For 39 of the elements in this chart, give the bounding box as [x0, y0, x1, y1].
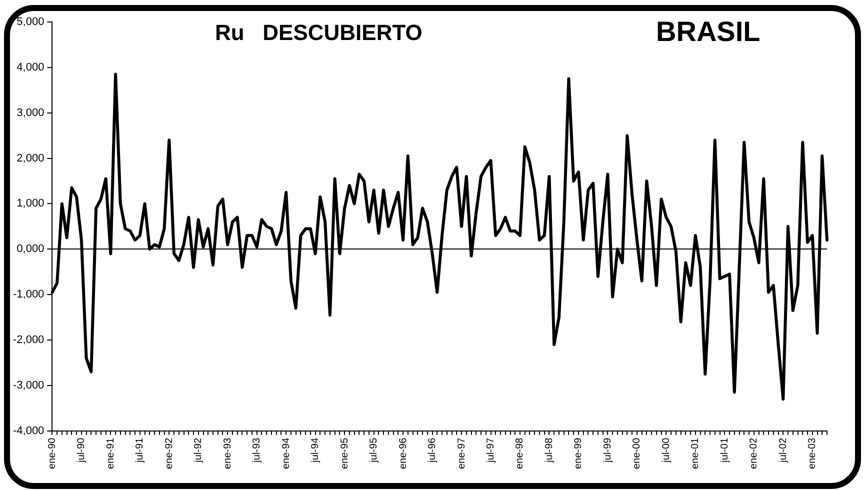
x-tick-label: ene-03 [807, 437, 818, 470]
y-tick-label: -4,000 [12, 424, 44, 437]
y-tick-label: 2,000 [16, 152, 44, 164]
x-tick-label: jul-93 [252, 437, 263, 464]
x-tick-label: jul-01 [719, 437, 730, 464]
y-tick-label: 4,000 [16, 61, 44, 74]
x-tick-label: jul-91 [134, 437, 146, 464]
x-tick-label: ene-00 [632, 437, 643, 470]
chart-subtitle: BRASIL [656, 16, 760, 48]
x-tick-label: jul-98 [544, 437, 555, 464]
x-tick-label: jul-97 [486, 437, 497, 464]
x-tick-label: jul-96 [427, 437, 438, 464]
y-tick-label: 0,000 [16, 243, 44, 256]
x-tick-label: ene-98 [514, 437, 526, 470]
x-tick-label: ene-91 [105, 437, 116, 470]
x-tick-label: ene-92 [164, 437, 175, 470]
x-tick-label: jul-00 [660, 437, 672, 464]
x-tick-label: jul-94 [310, 437, 322, 464]
y-tick-label: 1,000 [16, 198, 44, 210]
x-tick-label: ene-95 [339, 437, 350, 470]
x-tick-label: ene-01 [690, 437, 702, 470]
x-tick-label: ene-94 [280, 437, 292, 470]
x-tick-label: ene-99 [573, 437, 584, 470]
y-tick-label: -1,000 [12, 288, 44, 301]
x-tick-label: jul-95 [368, 437, 380, 464]
x-tick-label: jul-90 [76, 437, 88, 464]
y-tick-label: -2,000 [12, 334, 44, 346]
chart-title: Ru DESCUBIERTO [215, 20, 422, 46]
x-tick-label: ene-93 [222, 437, 234, 470]
x-tick-label: ene-90 [46, 437, 58, 470]
y-tick-label: 3,000 [16, 106, 44, 119]
x-tick-label: jul-92 [193, 437, 204, 464]
y-tick-label: -3,000 [12, 379, 44, 392]
x-tick-label: jul-02 [778, 437, 789, 464]
x-tick-label: ene-96 [398, 437, 409, 470]
x-tick-label: jul-99 [602, 437, 614, 464]
y-tick-label: 5,000 [16, 16, 44, 28]
x-tick-label: ene-02 [748, 437, 760, 470]
x-tick-label: ene-97 [456, 437, 468, 470]
